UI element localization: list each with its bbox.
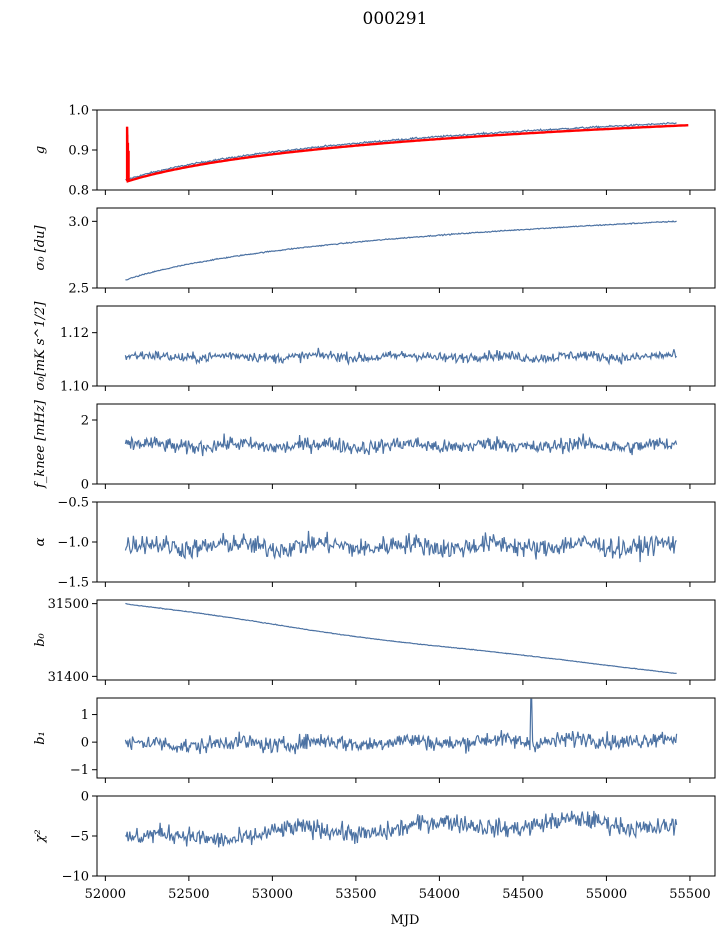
y-tick-label: 3.0 — [68, 215, 89, 230]
x-tick-label: 52500 — [168, 887, 209, 902]
y-tick-label: 2 — [81, 414, 89, 429]
y-axis-label-b0: b₀ — [33, 632, 48, 646]
y-axis-label-b1: b₁ — [33, 731, 48, 745]
x-tick-label: 55000 — [586, 887, 627, 902]
panel-sigma0: 2.5 3.0 σ₀ [du] — [33, 207, 716, 297]
x-tick-label: 54000 — [419, 887, 460, 902]
series-line-b1 — [124, 698, 678, 755]
y-tick-label: 0.8 — [68, 184, 89, 199]
y-axis-label-sigma0: σ₀ [du] — [33, 225, 48, 271]
series-line-fknee — [124, 433, 678, 457]
y-tick-label: 1.10 — [60, 380, 89, 395]
y-tick-label: 1 — [81, 708, 89, 723]
y-tick-label: 0 — [81, 736, 89, 751]
x-axis-label: MJD — [391, 913, 420, 928]
x-axis: 52000 52500 53000 53500 54000 54500 55000 55500 — [85, 887, 711, 902]
y-tick-label: 0 — [81, 478, 89, 493]
y-tick-label: −1.0 — [57, 536, 89, 551]
x-tick-label: 54500 — [502, 887, 543, 902]
panel-frame — [96, 305, 716, 387]
y-tick-label: 1.0 — [68, 104, 89, 119]
panel-sigma0-mk: 1.10 1.12 σ₀[mK s^1/2] — [33, 301, 716, 395]
panel-frame — [96, 599, 716, 681]
y-tick-label: 31500 — [48, 597, 89, 612]
y-tick-label: −5 — [70, 830, 89, 845]
y-axis-label-sigma0-mk: σ₀[mK s^1/2] — [33, 301, 48, 391]
y-tick-label: 31400 — [48, 670, 89, 685]
series-line-sigma0-mk — [124, 347, 678, 366]
panels-group: 0.8 0.9 1.0 g 2.5 3.0 σ₀ [du] 1.10 1.12 σ₀[mK s^1… — [33, 104, 716, 885]
y-tick-label: 0 — [81, 790, 89, 805]
series-line-alpha — [124, 530, 677, 563]
overlay-line-g — [125, 124, 689, 183]
panel-chi2: −10 −5 0 χ² — [33, 790, 716, 885]
y-tick-label: −10 — [62, 870, 89, 885]
y-tick-label: 2.5 — [68, 282, 89, 297]
series-line-g — [125, 121, 677, 181]
y-tick-label: 0.9 — [68, 144, 89, 159]
series-line-chi2 — [124, 810, 678, 848]
panel-frame — [96, 403, 716, 485]
y-axis-label-g: g — [33, 146, 48, 154]
y-axis-label-alpha: α — [33, 537, 48, 546]
y-tick-label: −1 — [70, 763, 89, 778]
y-tick-label: −0.5 — [57, 496, 89, 511]
panel-b0: 31400 31500 b₀ — [33, 597, 716, 685]
x-tick-label: 53000 — [252, 887, 293, 902]
panel-alpha: −1.5 −1.0 −0.5 α — [33, 496, 716, 591]
panel-g: 0.8 0.9 1.0 g — [33, 104, 716, 199]
x-tick-label: 52000 — [85, 887, 126, 902]
series-line-sigma0 — [125, 220, 677, 281]
x-tick-label: 55500 — [669, 887, 710, 902]
panel-frame — [96, 109, 716, 191]
panel-frame — [96, 697, 716, 779]
y-tick-label: 1.12 — [60, 326, 89, 341]
x-tick-label: 53500 — [335, 887, 376, 902]
y-axis-label-fknee: f_knee [mHz] — [33, 399, 48, 489]
figure-title: 000291 — [363, 9, 428, 29]
series-line-b0 — [125, 602, 677, 674]
panel-b1: −1 0 1 b₁ — [33, 697, 716, 783]
y-tick-label: −1.5 — [57, 576, 89, 591]
panel-fknee: 0 2 f_knee [mHz] — [33, 399, 716, 493]
panel-frame — [96, 207, 716, 289]
y-axis-label-chi2: χ² — [33, 829, 48, 843]
